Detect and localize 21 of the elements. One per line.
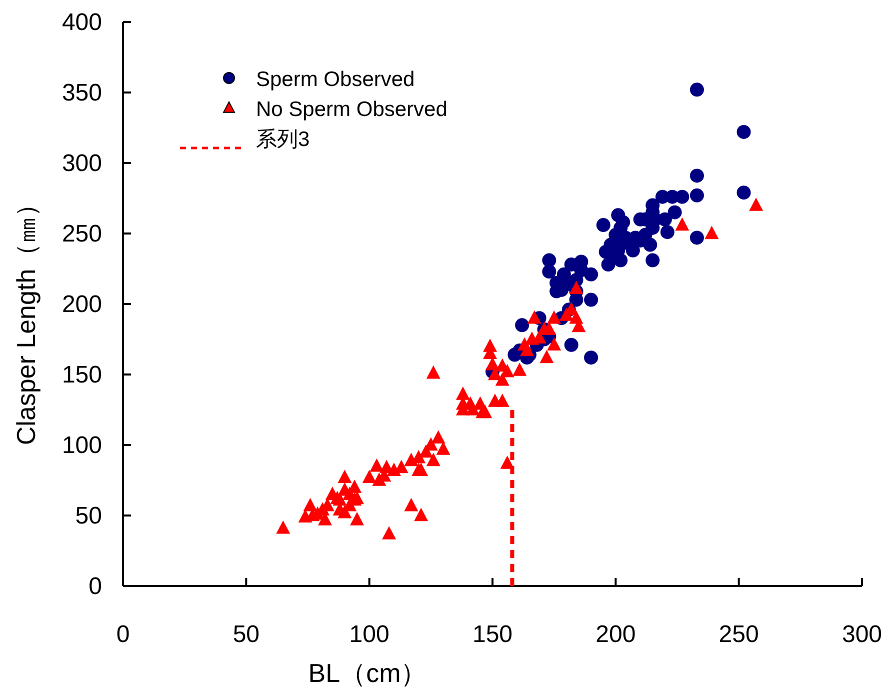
x-tick-label: 300 [842,621,882,648]
y-tick-label: 0 [88,573,102,600]
y-tick-label: 350 [62,80,102,106]
y-tick-label: 50 [75,502,102,530]
y-tick-label: 200 [62,291,102,318]
x-tick-label: 50 [232,621,260,648]
y-tick-label: 250 [62,220,102,248]
x-tick-label: 200 [596,621,636,648]
legend-label: No Sperm Observed [256,98,448,121]
x-tick-label: 0 [116,621,130,648]
y-tick-label: 300 [62,150,102,177]
y-axis-title: Clasper Length（㎜） [11,190,41,446]
x-axis-title: BL（cm） [308,658,427,688]
y-tick-label: 100 [62,432,102,459]
x-tick-label: 150 [472,621,513,648]
y-tick-label: 150 [62,362,102,388]
legend-label: Sperm Observed [256,68,415,91]
x-tick-label: 250 [718,621,759,648]
y-tick-label: 400 [62,9,102,36]
legend-label: 系列3 [256,128,310,151]
x-tick-label: 100 [349,621,390,648]
